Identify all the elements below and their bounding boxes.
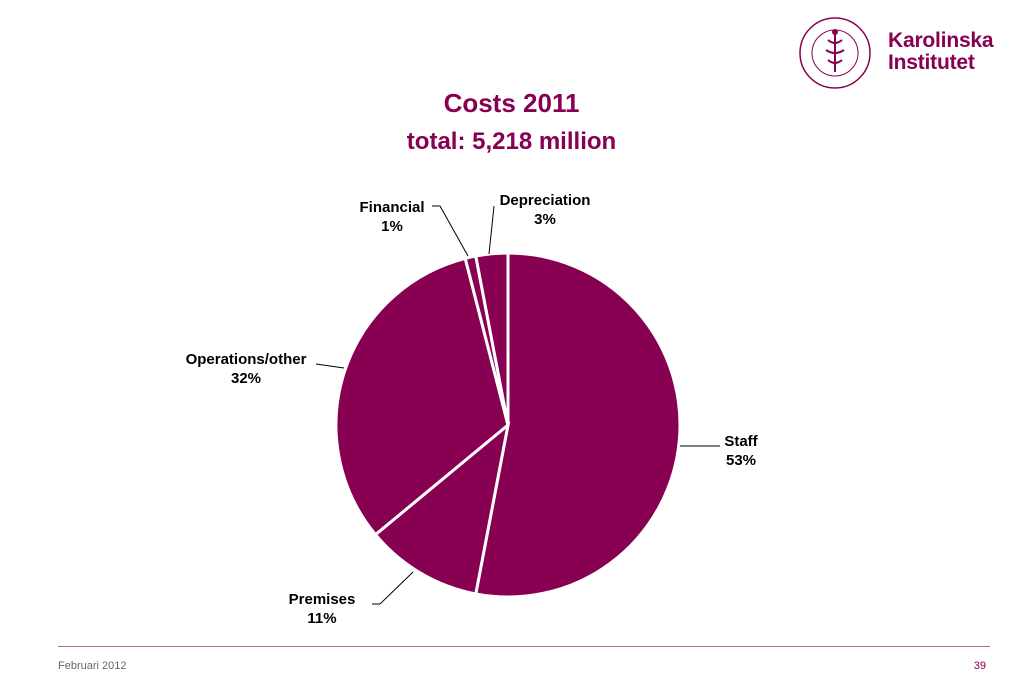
footer-divider bbox=[58, 646, 990, 647]
pie-slice-staff bbox=[474, 251, 682, 599]
chart-title: Costs 2011 bbox=[443, 88, 580, 118]
footer-date: Februari 2012 bbox=[58, 660, 127, 672]
slice-percent-depreciation: 3% bbox=[534, 211, 556, 228]
slice-label-financial: Financial bbox=[359, 199, 424, 216]
leader-line-operations-other bbox=[315, 363, 345, 369]
slice-label-operations-other: Operations/other bbox=[186, 351, 307, 368]
logo-line-2: Institutet bbox=[888, 51, 975, 74]
chart-subtitle: total: 5,218 million bbox=[406, 128, 617, 155]
slice-label-depreciation: Depreciation bbox=[500, 192, 591, 209]
slice-percent-premises: 11% bbox=[307, 610, 336, 627]
pie-slice-depreciation bbox=[474, 251, 510, 426]
logo-wordmark: Karolinska Institutet bbox=[888, 29, 994, 74]
slice-label-premises: Premises bbox=[289, 591, 356, 608]
leader-line-premises bbox=[372, 571, 414, 605]
slice-percent-financial: 1% bbox=[381, 218, 403, 235]
logo-line-1: Karolinska bbox=[888, 29, 994, 52]
page-number: 39 bbox=[973, 660, 986, 672]
slice-percent-staff: 53% bbox=[726, 452, 756, 469]
pie-slice-premises bbox=[373, 421, 511, 596]
leader-line-financial bbox=[432, 205, 469, 257]
slice-label-staff: Staff bbox=[724, 433, 758, 450]
pie-slice-operations-other bbox=[334, 256, 510, 537]
slice-percent-operations-other: 32% bbox=[231, 370, 261, 387]
karolinska-seal-logo bbox=[799, 17, 871, 89]
leader-line-depreciation bbox=[488, 205, 495, 255]
